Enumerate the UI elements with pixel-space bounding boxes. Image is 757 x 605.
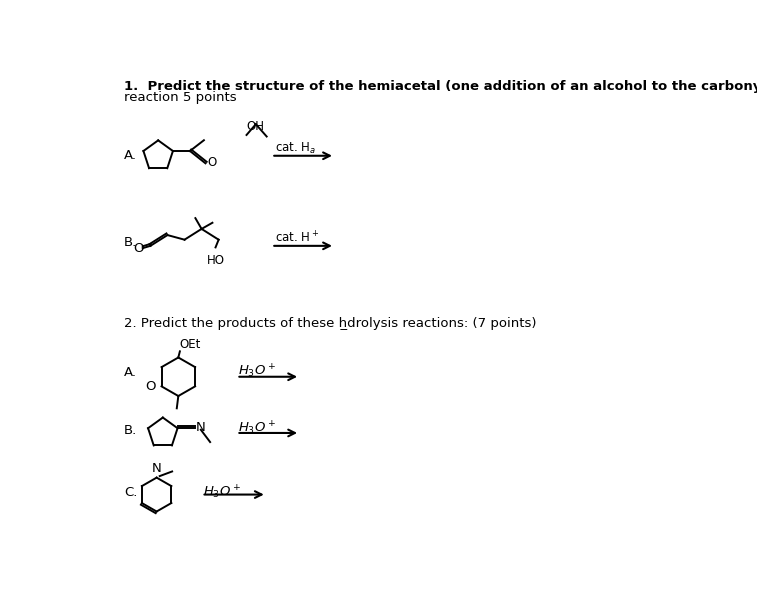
Text: N: N	[151, 462, 161, 476]
Text: cat. H$^+$: cat. H$^+$	[276, 231, 319, 246]
Text: O: O	[145, 380, 155, 393]
Text: O: O	[207, 156, 217, 169]
Text: $H_3O^+$: $H_3O^+$	[238, 362, 276, 380]
Text: B.: B.	[124, 235, 137, 249]
Text: cat. H$_a$: cat. H$_a$	[276, 140, 316, 155]
Text: B.: B.	[124, 424, 137, 437]
Text: 2. Predict the products of these h̲drolysis reactions: (7 points): 2. Predict the products of these h̲droly…	[124, 318, 537, 330]
Text: OH: OH	[247, 120, 265, 133]
Text: C.: C.	[124, 486, 138, 499]
Text: A.: A.	[124, 149, 137, 162]
Text: HO: HO	[207, 253, 225, 267]
Text: A.: A.	[124, 367, 137, 379]
Text: 1.  Predict the structure of the hemiacetal (one addition of an alcohol to the c: 1. Predict the structure of the hemiacet…	[124, 80, 757, 93]
Text: reaction 5 points: reaction 5 points	[124, 91, 237, 104]
Text: OEt: OEt	[180, 338, 201, 352]
Text: O: O	[132, 243, 143, 255]
Text: N: N	[195, 421, 205, 434]
Text: $H_3O^+$: $H_3O^+$	[238, 420, 276, 437]
Text: $H_3O^+$: $H_3O^+$	[203, 483, 241, 501]
